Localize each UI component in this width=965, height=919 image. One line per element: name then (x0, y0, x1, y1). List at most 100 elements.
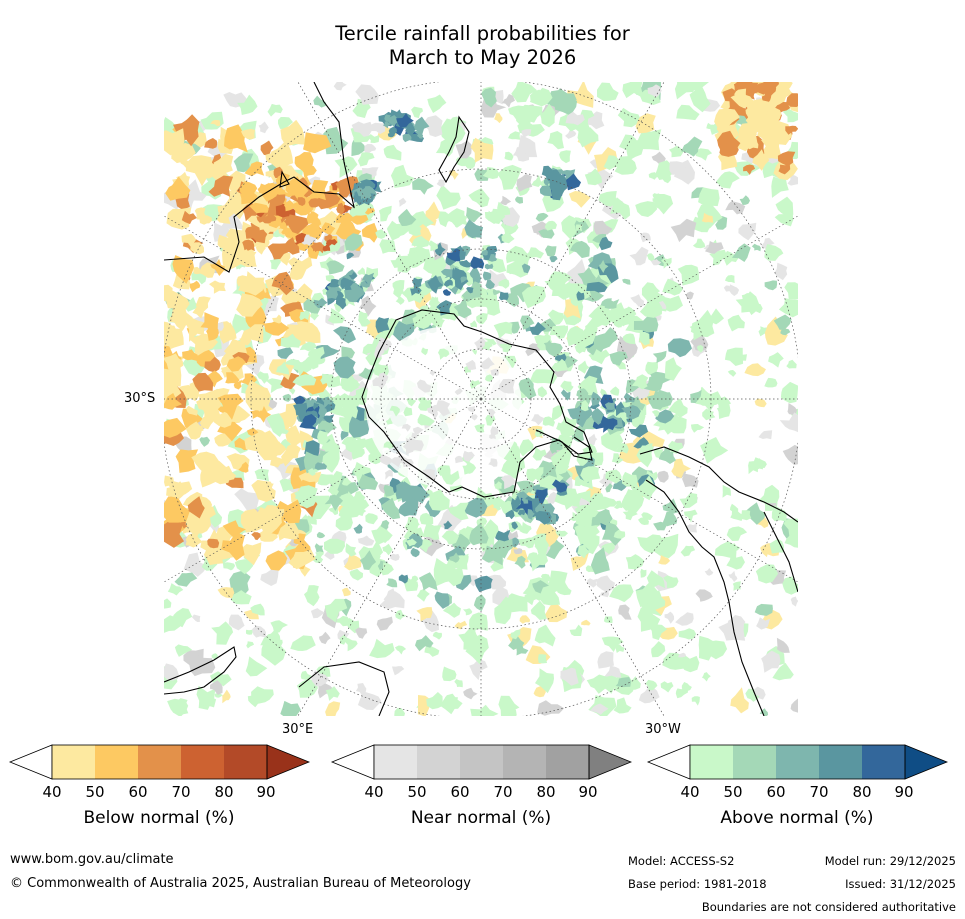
anomaly-patch (245, 228, 266, 244)
anomaly-patch (635, 113, 656, 134)
anomaly-patch (325, 686, 340, 701)
anomaly-patch (790, 596, 798, 607)
anomaly-patch (580, 466, 601, 483)
anomaly-patch (583, 111, 605, 130)
anomaly-patch (534, 541, 548, 562)
anomaly-patch (730, 509, 744, 521)
anomaly-patch (474, 424, 485, 433)
anomaly-patch (616, 314, 630, 327)
anomaly-patch (682, 473, 699, 488)
map-title: Tercile rainfall probabilities for March… (0, 22, 965, 70)
anomaly-patch (324, 538, 346, 554)
anomaly-patch (257, 371, 269, 384)
anomaly-patch (440, 567, 464, 587)
anomaly-patch (651, 410, 660, 418)
anomaly-patch (622, 507, 638, 521)
model-name: Model: ACCESS-S2 (628, 854, 735, 868)
anomaly-patch (288, 387, 296, 395)
anomaly-patch (380, 519, 390, 530)
anomaly-patch (357, 692, 382, 710)
anomaly-patch (383, 484, 395, 497)
anomaly-patch (415, 635, 434, 652)
anomaly-patch (319, 631, 331, 645)
anomaly-patch (401, 423, 411, 432)
anomaly-patch (251, 479, 276, 502)
anomaly-patch (549, 446, 558, 454)
anomaly-patch (304, 515, 317, 525)
anomaly-patch (375, 229, 388, 239)
anomaly-patch (510, 629, 521, 640)
anomaly-patch (164, 393, 182, 410)
anomaly-patch (417, 133, 423, 139)
anomaly-patch (764, 316, 788, 346)
anomaly-patch (549, 256, 558, 263)
anomaly-patch (516, 173, 533, 192)
anomaly-patch (641, 443, 653, 456)
anomaly-patch (540, 103, 556, 128)
anomaly-patch (296, 242, 312, 252)
anomaly-patch (561, 281, 575, 293)
anomaly-patch (469, 380, 481, 389)
anomaly-patch (458, 259, 472, 268)
anomaly-patch (333, 82, 347, 91)
anomaly-patch (340, 430, 349, 441)
anomaly-patch (172, 255, 194, 284)
anomaly-patch (405, 121, 415, 137)
anomaly-patch (199, 416, 214, 430)
anomaly-patch (204, 138, 218, 149)
anomaly-patch (213, 411, 233, 428)
anomaly-patch (538, 590, 560, 606)
anomaly-patch (238, 461, 249, 473)
anomaly-patch (734, 88, 747, 99)
anomaly-patch (618, 604, 632, 620)
anomaly-patch (416, 379, 432, 393)
anomaly-patch (334, 156, 358, 178)
anomaly-patch (369, 638, 395, 659)
anomaly-patch (658, 421, 674, 435)
tick: 40 (364, 783, 384, 801)
anomaly-patch (625, 554, 645, 570)
anomaly-patch (521, 497, 529, 504)
anomaly-patch (422, 115, 443, 137)
anomaly-patch (628, 424, 649, 438)
anomaly-patch (190, 425, 204, 436)
anomaly-patch (397, 261, 412, 273)
anomaly-patch (615, 643, 625, 653)
anomaly-patch (603, 155, 621, 170)
anomaly-patch (674, 82, 699, 100)
anomaly-patch (653, 521, 667, 531)
anomaly-patch (560, 380, 572, 391)
anomaly-patch (481, 87, 497, 108)
anomaly-patch (726, 526, 748, 541)
bom-url-link[interactable]: www.bom.gov.au/climate (10, 852, 174, 867)
anomaly-patch (775, 196, 794, 217)
anomaly-patch (428, 489, 450, 511)
anomaly-patch (785, 125, 798, 135)
anomaly-patch (625, 140, 644, 161)
anomaly-patch (605, 483, 613, 493)
coastline (164, 646, 237, 695)
anomaly-patch (213, 153, 234, 175)
anomaly-patch (575, 224, 583, 232)
anomaly-patch (787, 403, 797, 415)
anomaly-patch (368, 450, 385, 465)
anomaly-patch (650, 259, 662, 266)
anomaly-patch (429, 370, 437, 376)
colorbar-min-arrow (330, 744, 375, 780)
anomaly-patch (485, 415, 496, 426)
anomaly-patch (404, 577, 419, 592)
anomaly-patch (384, 469, 393, 480)
anomaly-patch (640, 568, 647, 578)
anomaly-patch (783, 107, 798, 123)
coastline (164, 82, 355, 273)
anomaly-patch (209, 280, 226, 294)
tick: 50 (723, 783, 743, 801)
anomaly-patch (544, 220, 557, 231)
anomaly-patch (724, 347, 744, 366)
anomaly-patch (443, 279, 453, 287)
anomaly-patch (590, 547, 610, 575)
colorbar-segment (95, 745, 138, 779)
anomaly-patch (604, 665, 622, 679)
tick: 70 (809, 783, 829, 801)
anomaly-patch (538, 229, 555, 239)
